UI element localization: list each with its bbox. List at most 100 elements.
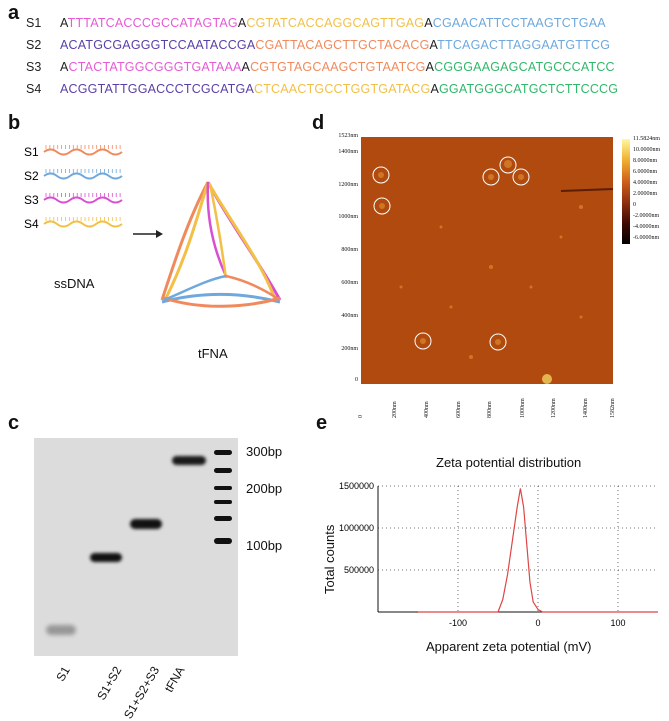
sequence-segment: A bbox=[237, 16, 247, 30]
gel-band bbox=[172, 456, 206, 465]
x-axis-label: Apparent zeta potential (mV) bbox=[426, 639, 592, 654]
chart-title: Zeta potential distribution bbox=[436, 455, 582, 470]
sequence-segment: A bbox=[425, 60, 435, 74]
sequence-segment: CGTATCACCAGGCAGTTGAG bbox=[246, 16, 425, 30]
sequence-segment: CGGGAAGAGCATGCCCATCC bbox=[434, 60, 615, 74]
y-tick-label: 1000000 bbox=[339, 523, 374, 533]
sequence-segment: CGTGTAGCAAGCTGTAATCG bbox=[250, 60, 426, 74]
marker-200bp: 200bp bbox=[246, 481, 283, 496]
tetrahedron-structure bbox=[160, 181, 282, 308]
afm-y-tick: 600nm bbox=[341, 280, 358, 286]
colorbar-tick: -6.0000nm bbox=[633, 235, 660, 241]
x-tick-label: 0 bbox=[535, 618, 540, 628]
gel-band bbox=[46, 625, 76, 635]
panel-label-e: e bbox=[316, 412, 328, 434]
x-tick-label: -100 bbox=[449, 618, 467, 628]
afm-x-tick: 800nm bbox=[487, 401, 493, 418]
afm-x-tick: 400nm bbox=[424, 401, 430, 418]
lane-label: S1 bbox=[53, 664, 73, 684]
sequence-segment: A bbox=[429, 38, 438, 52]
afm-x-tick: 1000nm bbox=[520, 398, 526, 418]
afm-x-tick: 600nm bbox=[456, 401, 462, 418]
arrow-icon bbox=[133, 230, 163, 238]
sequence-name: S2 bbox=[26, 38, 42, 52]
x-tick-label: 100 bbox=[610, 618, 625, 628]
sequence-segment: TTTATCACCCGCCATAGTAG bbox=[67, 16, 238, 30]
tfna-assembly-diagram: S1 S2 S3 S4 bbox=[24, 145, 282, 308]
sequence-row: S2 ACATGCGAGGGTCCAATACCGACGATTACAGCTTGCTA… bbox=[26, 38, 610, 52]
sequence-segment: CGATTACAGCTTGCTACACG bbox=[255, 38, 430, 52]
panel-label-a: a bbox=[8, 2, 20, 24]
ssdna-strand bbox=[43, 148, 123, 156]
ssdna-strand bbox=[43, 220, 123, 228]
lane-label: tFNA bbox=[161, 664, 188, 695]
ssdna-strand bbox=[43, 196, 123, 204]
sequence-segment: A bbox=[60, 60, 69, 74]
panel-label-c: c bbox=[8, 412, 20, 434]
colorbar-tick: 8.0000nm bbox=[633, 158, 658, 164]
strand-label: S3 bbox=[24, 193, 39, 207]
afm-x-tick: 1582nm bbox=[610, 398, 616, 418]
ladder-band bbox=[214, 450, 232, 455]
colorbar-tick: 10.0000nm bbox=[633, 147, 661, 153]
sequence-segment: A bbox=[60, 16, 68, 30]
afm-y-tick: 1400nm bbox=[338, 149, 358, 155]
afm-x-tick: 1400nm bbox=[583, 398, 589, 418]
ladder-band bbox=[214, 538, 232, 544]
gel-band bbox=[90, 553, 122, 562]
colorbar-tick: 4.0000nm bbox=[633, 180, 658, 186]
sequence-segment: A bbox=[424, 16, 433, 30]
colorbar-tick: 2.0000nm bbox=[633, 191, 658, 197]
sequence-row: S1 ATTTATCACCCGCCATAGTAGACGTATCACCAGGCAGT… bbox=[26, 16, 606, 30]
afm-x-tick: 1200nm bbox=[551, 398, 557, 418]
afm-y-tick: 1000nm bbox=[338, 214, 358, 220]
zeta-series-line bbox=[418, 488, 658, 613]
ssdna-strand bbox=[43, 172, 123, 180]
colorbar-tick: -4.0000nm bbox=[633, 224, 660, 230]
marker-100bp: 100bp bbox=[246, 538, 283, 553]
colorbar-tick: 11.5824nm bbox=[633, 136, 660, 142]
sequence-segment: CTCAACTGCCTGGTGATACG bbox=[253, 82, 431, 96]
afm-colorbar bbox=[622, 139, 630, 244]
afm-y-tick: 0 bbox=[355, 377, 358, 383]
ladder-band bbox=[214, 516, 232, 521]
colorbar-tick: 6.0000nm bbox=[633, 169, 658, 175]
panel-label-b: b bbox=[8, 112, 21, 134]
afm-y-tick: 800nm bbox=[341, 247, 358, 253]
sequence-row: S4 ACGGTATTGGACCCTCGCATGACTCAACTGCCTGGTGA… bbox=[26, 82, 618, 96]
marker-300bp: 300bp bbox=[246, 444, 283, 459]
colorbar-tick: 0 bbox=[633, 202, 636, 208]
sequence-name: S3 bbox=[26, 60, 42, 74]
gel-image bbox=[34, 438, 238, 656]
sequence-segment: ACGGTATTGGACCCTCGCATGA bbox=[60, 82, 254, 96]
afm-y-tick: 400nm bbox=[341, 313, 358, 319]
sequence-segment: A bbox=[430, 82, 439, 96]
afm-y-tick: 1200nm bbox=[338, 182, 358, 188]
y-tick-label: 1500000 bbox=[339, 481, 374, 491]
ssdna-label: ssDNA bbox=[54, 276, 95, 291]
strand-label: S4 bbox=[24, 217, 39, 231]
lane-label: S1+S2 bbox=[94, 664, 125, 703]
sequence-segment: CTACTATGGCGGGTGATAAA bbox=[68, 60, 242, 74]
ladder-band bbox=[214, 468, 232, 473]
afm-x-tick: 0 bbox=[358, 415, 364, 418]
sequence-segment: ACATGCGAGGGTCCAATACCGA bbox=[60, 38, 256, 52]
zeta-chart-plot: 1500000 1000000 500000 -100 0 100 bbox=[339, 481, 658, 628]
gel-band bbox=[130, 519, 162, 529]
lane-label: S1+S2+S3 bbox=[121, 664, 163, 721]
sequence-segment: GGATGGGCATGCTCTTCCCG bbox=[438, 82, 619, 96]
colorbar-tick: -2.0000nm bbox=[633, 213, 660, 219]
afm-x-tick: 200nm bbox=[392, 401, 398, 418]
afm-y-tick: 1523nm bbox=[338, 133, 358, 139]
ladder-band bbox=[214, 500, 232, 504]
sequence-row: S3 ACTACTATGGCGGGTGATAAAACGTGTAGCAAGCTGTA… bbox=[26, 60, 615, 74]
sequence-name: S4 bbox=[26, 82, 42, 96]
y-tick-label: 500000 bbox=[344, 565, 374, 575]
sequence-segment: A bbox=[241, 60, 251, 74]
afm-y-tick: 200nm bbox=[341, 346, 358, 352]
ladder-band bbox=[214, 486, 232, 490]
strand-label: S2 bbox=[24, 169, 39, 183]
strand-label: S1 bbox=[24, 145, 39, 159]
tfna-label: tFNA bbox=[198, 346, 228, 361]
sequence-name: S1 bbox=[26, 16, 42, 30]
